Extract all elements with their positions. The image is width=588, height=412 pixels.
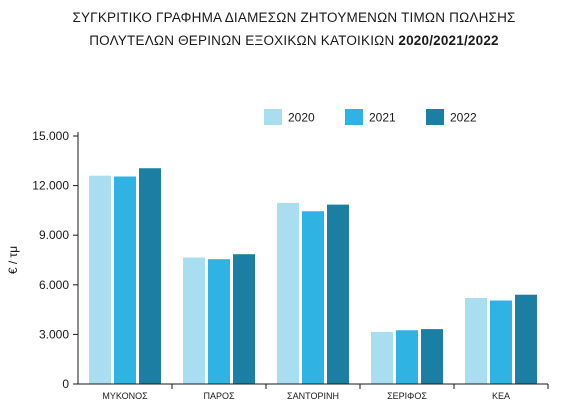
x-tick-label: ΣΕΡΙΦΟΣ xyxy=(387,391,427,401)
bar xyxy=(233,254,255,384)
legend-swatch xyxy=(345,109,363,125)
y-axis: 0 3.000 6.000 9.000 12.000 15.000 xyxy=(32,129,79,391)
bar xyxy=(89,175,111,384)
legend-label: 2020 xyxy=(288,111,315,125)
legend-label: 2021 xyxy=(369,111,396,125)
bars xyxy=(89,168,537,384)
y-tick-label: 6.000 xyxy=(39,278,69,292)
chart-title-line2: ΠΟΛΥΤΕΛΩΝ ΘΕΡΙΝΩΝ ΕΞΟΧΙΚΩΝ ΚΑΤΟΙΚΙΩΝ 202… xyxy=(0,33,588,48)
bar xyxy=(371,331,393,384)
y-tick-label: 15.000 xyxy=(32,129,69,143)
legend-label: 2022 xyxy=(450,111,477,125)
bar xyxy=(396,330,418,384)
y-tick-label: 3.000 xyxy=(39,327,69,341)
x-axis: ΜΥΚΟΝΟΣ ΠΑΡΟΣ ΣΑΝΤΟΡΙΝΗ ΣΕΡΙΦΟΣ ΚΕΑ xyxy=(78,383,549,401)
bar xyxy=(139,168,161,384)
bar xyxy=(327,204,349,384)
x-tick-label: ΚΕΑ xyxy=(492,391,510,401)
bar xyxy=(490,300,512,384)
y-tick-label: 0 xyxy=(62,377,69,391)
bar xyxy=(421,329,443,384)
bar xyxy=(114,176,136,384)
bar xyxy=(302,211,324,384)
y-tick-label: 12.000 xyxy=(32,179,69,193)
legend-swatch xyxy=(264,109,282,125)
chart-title-line2-text: ΠΟΛΥΤΕΛΩΝ ΘΕΡΙΝΩΝ ΕΞΟΧΙΚΩΝ ΚΑΤΟΙΚΙΩΝ xyxy=(89,33,395,48)
x-tick-label: ΜΥΚΟΝΟΣ xyxy=(102,391,148,401)
legend: 2020 2021 2022 xyxy=(264,109,477,125)
x-tick-label: ΣΑΝΤΟΡΙΝΗ xyxy=(287,391,339,401)
bar xyxy=(515,294,537,384)
y-tick-label: 9.000 xyxy=(39,228,69,242)
y-axis-label: € / τμ xyxy=(6,246,20,274)
bar xyxy=(183,257,205,384)
bar xyxy=(277,202,299,384)
x-tick-label: ΠΑΡΟΣ xyxy=(203,391,235,401)
chart-title-years: 2020/2021/2022 xyxy=(398,33,499,48)
chart-title-line1: ΣΥΓΚΡΙΤΙΚΟ ΓΡΑΦΗΜΑ ΔΙΑΜΕΣΩΝ ΖΗΤΟΥΜΕΝΩΝ Τ… xyxy=(72,10,516,25)
bar xyxy=(465,298,487,384)
bar xyxy=(208,259,230,384)
legend-swatch xyxy=(426,109,444,125)
